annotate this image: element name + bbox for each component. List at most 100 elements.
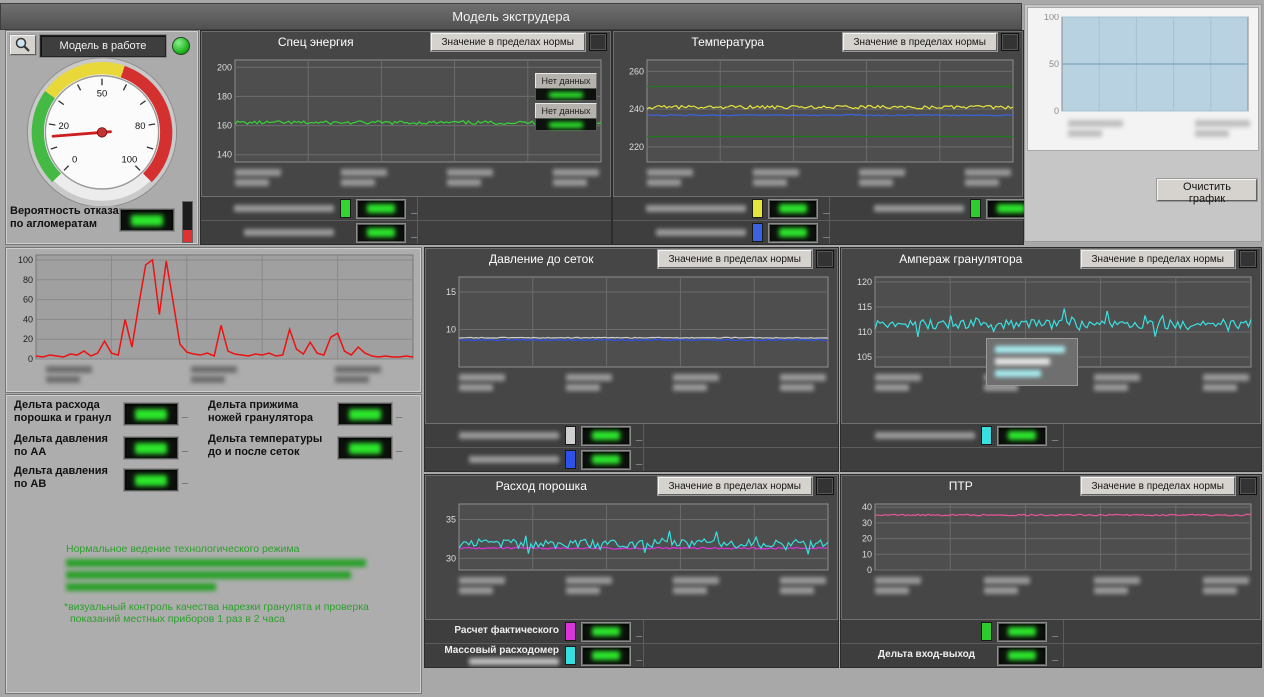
header-toggle-square[interactable] [1239, 250, 1257, 268]
panel-title: Расход порошка [495, 479, 587, 493]
svg-text:105: 105 [857, 352, 872, 362]
header-toggle-square[interactable] [589, 33, 607, 51]
norm-status-button[interactable]: Значение в пределах нормы [430, 33, 585, 51]
chart-tooltip [986, 338, 1078, 386]
panel-title: Ампераж гранулятора [899, 252, 1023, 266]
blurred-led-digits [1008, 627, 1036, 636]
x-tick-blurred [780, 374, 826, 394]
header-toggle-square[interactable] [816, 477, 834, 495]
dash: _ [823, 202, 830, 215]
x-axis-labels [875, 577, 1249, 597]
delta-led-value [124, 469, 178, 491]
legend-label-blurred [213, 229, 335, 236]
panel-header: Температура Значение в пределах нормы [613, 31, 1023, 53]
legend-row: _ [425, 424, 838, 448]
clear-chart-button[interactable]: Очистить график [1157, 179, 1257, 205]
legend-row: _ [201, 197, 611, 221]
svg-text:200: 200 [217, 62, 232, 72]
legend-label: Расчет фактического [454, 625, 559, 637]
x-tick-blurred [984, 577, 1031, 597]
norm-status-button[interactable]: Значение в пределах нормы [842, 33, 997, 51]
x-tick-blurred [190, 366, 237, 386]
no-data-led [535, 118, 597, 131]
svg-text:0: 0 [1054, 106, 1059, 114]
svg-text:220: 220 [629, 142, 644, 152]
legend-row: _ [841, 620, 1261, 644]
svg-text:110: 110 [858, 327, 872, 337]
header-toggle-square[interactable] [816, 250, 834, 268]
legend-row: Массовый расходомер _ [425, 644, 838, 667]
dash: _ [636, 649, 643, 662]
legend-sublabel-blurred [469, 658, 559, 666]
norm-status-button[interactable]: Значение в пределах нормы [657, 250, 812, 268]
no-data-label: Нет данных [541, 106, 591, 116]
blurred-led-digits [131, 214, 163, 226]
legend-label-blurred [213, 205, 335, 212]
delta-led-value [338, 437, 392, 459]
x-tick-blurred [553, 169, 599, 189]
temperatura-chart[interactable]: 220 240 260 [619, 57, 1017, 165]
legend-row: Дельта вход-выход _ [841, 644, 1261, 667]
legend-chip [565, 646, 576, 665]
svg-text:60: 60 [23, 295, 33, 305]
x-tick-blurred [459, 577, 505, 597]
dash: _ [823, 226, 830, 239]
blurred-led-digits [592, 627, 620, 636]
magnifier-icon [15, 37, 30, 52]
svg-text:115: 115 [858, 302, 872, 312]
norm-status-button[interactable]: Значение в пределах нормы [1080, 477, 1235, 495]
header-toggle-square[interactable] [1239, 477, 1257, 495]
legend-chip [981, 426, 992, 445]
ptr-chart[interactable]: 0 10 20 30 40 [847, 501, 1255, 575]
magnifier-button[interactable] [10, 35, 36, 55]
probability-led-value [120, 209, 174, 231]
dash: _ [1052, 625, 1059, 638]
x-tick-blurred [753, 169, 799, 189]
delta-led-value [124, 403, 178, 425]
svg-text:0: 0 [28, 354, 33, 362]
legend: _ _ [201, 196, 611, 244]
header-toggle-square[interactable] [1001, 33, 1019, 51]
legend-chip [981, 622, 992, 641]
legend-led-value [582, 426, 630, 445]
legend-led-value [987, 199, 1036, 218]
model-status-box: Модель в работе [40, 35, 166, 57]
svg-text:0: 0 [72, 154, 77, 165]
legend-label-blurred [842, 205, 965, 212]
panel-title: Температура [691, 35, 765, 49]
legend: _ _ [425, 423, 838, 471]
svg-text:10: 10 [862, 549, 872, 559]
mini-trend-chart[interactable]: 0 50 100 [1036, 12, 1252, 116]
dash: _ [411, 202, 418, 215]
amperazh-chart[interactable]: 105 110 115 120 [847, 274, 1255, 386]
no-data-led [535, 88, 597, 101]
davlenie-chart[interactable]: 10 15 [431, 274, 832, 370]
trend-card-container: 0 50 100 Очистить график [1024, 4, 1262, 242]
spets-energiya-chart[interactable]: Нет данных Нет данных 140 160 180 200 [207, 57, 605, 165]
legend-row: _ _ [613, 197, 1047, 221]
legend-led-value [582, 646, 630, 665]
blurred-led-digits [592, 431, 620, 440]
svg-text:30: 30 [862, 518, 872, 528]
rashod-chart[interactable]: 30 35 [431, 501, 832, 573]
legend-row: _ [201, 221, 611, 244]
failure-probability-chart[interactable]: 0 20 40 60 80 100 [8, 252, 417, 364]
legend-led-value [582, 450, 630, 469]
x-tick-blurred [1202, 577, 1249, 597]
norm-status-button[interactable]: Значение в пределах нормы [657, 477, 812, 495]
legend: _ Дельта вход-выход _ [841, 619, 1261, 667]
legend-chip [752, 223, 764, 242]
blurred-led-digits [349, 442, 381, 454]
probability-label: Вероятность отказа по агломератам [10, 205, 119, 230]
status-text-blurred [66, 559, 366, 567]
delta-panel: Дельта расхода порошка и гранул _ Дельта… [5, 394, 422, 694]
svg-text:40: 40 [23, 314, 33, 324]
panel-title: Спец энергия [277, 35, 354, 49]
x-tick-blurred [335, 366, 381, 386]
legend-row: _ [841, 424, 1261, 448]
svg-text:260: 260 [629, 66, 644, 76]
x-tick-blurred [1068, 120, 1123, 140]
norm-status-button[interactable]: Значение в пределах нормы [1080, 250, 1235, 268]
x-tick-blurred [235, 169, 281, 189]
